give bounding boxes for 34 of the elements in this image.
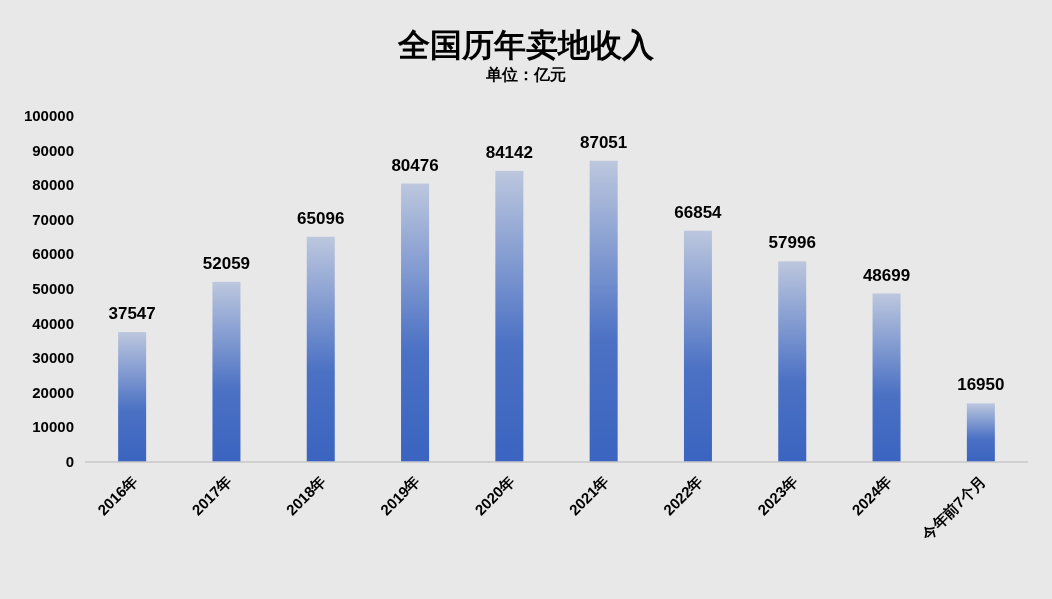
data-label: 57996 [768,233,816,253]
data-label: 66854 [674,202,723,222]
chart-title: 全国历年卖地收入 [397,27,655,63]
bar [966,403,995,462]
data-label: 52059 [202,253,251,273]
y-tick-label: 70000 [32,210,74,228]
bar [495,170,524,462]
data-label: 80476 [391,155,439,175]
bar [589,160,618,462]
y-tick-label: 90000 [32,141,74,159]
y-tick-label: 10000 [32,418,74,436]
data-label: 84142 [485,142,533,162]
data-label: 87051 [580,132,628,152]
bar [118,332,147,462]
y-tick-label: 80000 [32,176,74,194]
data-label: 48699 [862,265,911,285]
x-tick-label: 今年前7个月 [917,472,989,544]
y-tick-label: 20000 [32,383,74,401]
y-tick-label: 100000 [23,107,74,124]
y-tick-label: 60000 [32,245,74,263]
bar [401,183,430,462]
data-label: 16950 [957,375,1005,395]
bar [683,230,712,462]
data-label: 65096 [297,208,345,228]
bar [872,293,901,462]
bar [306,236,335,462]
y-tick-label: 50000 [32,280,74,297]
bar [212,281,241,462]
data-label: 37547 [108,304,156,324]
y-tick-label: 40000 [32,314,74,332]
bar [778,261,807,462]
chart-subtitle: 单位：亿元 [485,66,566,83]
y-tick-label: 30000 [32,349,74,367]
y-tick-label: 0 [65,453,74,470]
